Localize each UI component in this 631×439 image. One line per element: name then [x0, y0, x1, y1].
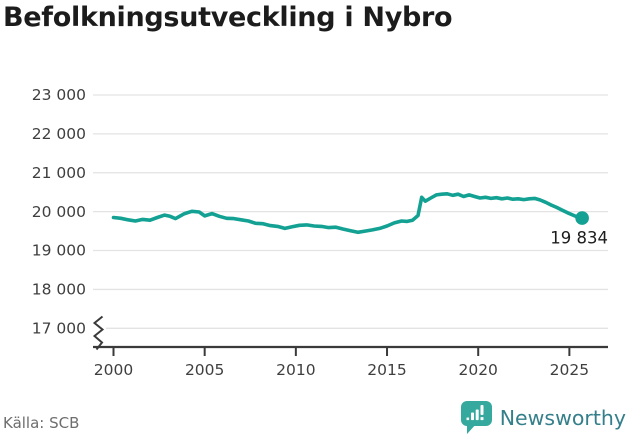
- newsworthy-wordmark: Newsworthy: [499, 405, 626, 430]
- x-tick-label: 2000: [94, 361, 133, 379]
- y-tick-label: 17 000: [32, 320, 86, 338]
- y-tick-label: 22 000: [32, 125, 86, 143]
- y-tick-label: 20 000: [32, 203, 86, 221]
- y-tick-label: 18 000: [32, 281, 86, 299]
- population-line: [111, 192, 584, 235]
- axis-break-icon: [92, 315, 105, 351]
- newsworthy-bubble-barchart-icon: [460, 401, 492, 434]
- end-point-dot: [575, 211, 589, 225]
- x-tick-label: 2020: [458, 361, 497, 379]
- y-tick-label: 21 000: [32, 164, 86, 182]
- end-point-label: 19 834: [550, 229, 608, 248]
- x-tick-label: 2010: [276, 361, 315, 379]
- source-label: Källa: SCB: [3, 414, 80, 432]
- x-tick-label: 2005: [185, 361, 224, 379]
- x-tick-label: 2025: [550, 361, 589, 379]
- y-tick-label: 19 000: [32, 242, 86, 260]
- x-tick-label: 2015: [367, 361, 406, 379]
- y-tick-label: 23 000: [32, 86, 86, 104]
- page-title: Befolkningsutveckling i Nybro: [3, 2, 453, 33]
- newsworthy-branding[interactable]: Newsworthy: [460, 401, 626, 435]
